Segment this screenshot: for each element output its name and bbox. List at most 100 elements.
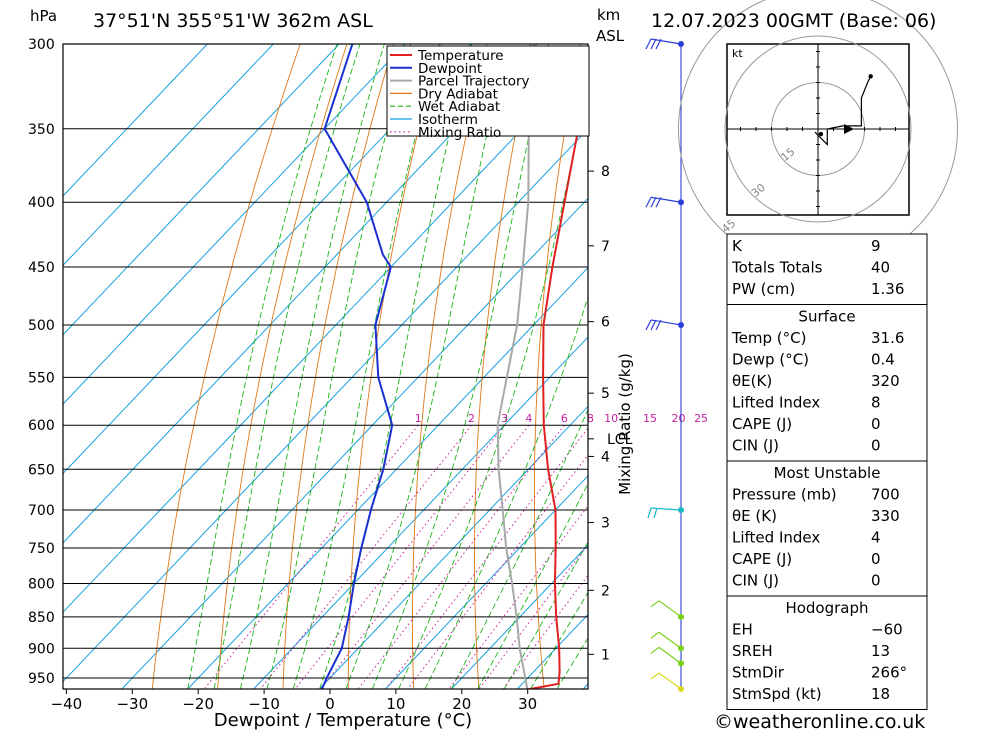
pressure-tick-label: 750 xyxy=(28,541,55,557)
barb-feather xyxy=(653,507,658,519)
legend-label: Wet Adiabat xyxy=(418,99,500,115)
index-label: Lifted Index xyxy=(732,394,820,412)
wet-adiabat-line xyxy=(292,44,440,689)
wind-barb xyxy=(645,38,682,50)
pressure-tick-label: 950 xyxy=(28,671,55,687)
barb-staff xyxy=(658,672,682,690)
index-label: StmSpd (kt) xyxy=(732,685,822,703)
surface-indices-box xyxy=(726,304,928,462)
pressure-tick-label: 700 xyxy=(28,503,55,519)
parcel-trajectory-line xyxy=(496,44,532,689)
mixing-ratio-axis-title: Mixing Ratio (g/kg) xyxy=(616,353,634,495)
isotherm-line xyxy=(63,44,208,197)
isotherm-line xyxy=(450,544,588,689)
index-value: 700 xyxy=(871,486,900,504)
isotherm-line xyxy=(253,336,588,689)
barb-feather xyxy=(645,38,652,50)
mixing-ratio-label: 6 xyxy=(561,412,568,425)
wet-adiabat-line xyxy=(345,44,508,689)
mixing-ratio-label: 25 xyxy=(694,412,708,425)
index-label: Pressure (mb) xyxy=(732,486,837,504)
index-label: θE(K) xyxy=(732,372,772,390)
x-axis-title: Dewpoint / Temperature (°C) xyxy=(214,710,472,731)
isotherm-line xyxy=(385,475,588,689)
index-value: 0 xyxy=(871,572,881,590)
mixing-ratio-line xyxy=(448,505,588,689)
mixing-ratio-label: 1 xyxy=(415,412,422,425)
isotherm-line xyxy=(63,58,588,613)
index-label: PW (cm) xyxy=(732,280,795,298)
pressure-unit-label: hPa xyxy=(30,7,57,25)
mixing-ratio-line xyxy=(358,424,565,689)
hodograph-indices-box xyxy=(726,595,928,710)
wind-barb xyxy=(650,631,682,649)
mixing-ratio-line xyxy=(320,424,530,689)
x-tick-label: 10 xyxy=(386,695,405,713)
isotherm-line xyxy=(63,44,340,336)
pressure-tick-label: 550 xyxy=(28,370,55,386)
height-tick-label: 6 xyxy=(601,315,610,331)
index-label: CIN (J) xyxy=(732,572,779,590)
pressure-tick-label: 400 xyxy=(28,195,55,211)
temperature-line xyxy=(527,78,588,689)
x-tick-label: −10 xyxy=(248,695,280,713)
barb-feather xyxy=(650,631,660,639)
barb-feather xyxy=(655,196,662,208)
barb-feather xyxy=(650,646,660,654)
index-label: Dewp (°C) xyxy=(732,351,809,369)
isotherm-line xyxy=(319,405,588,689)
wet-adiabat-line xyxy=(319,44,472,689)
wind-barb xyxy=(645,319,682,331)
height-tick-label: 3 xyxy=(601,515,610,531)
wind-barb xyxy=(650,600,682,618)
legend-label: Parcel Trajectory xyxy=(418,74,530,90)
isotherm-line xyxy=(63,44,538,544)
mixing-ratio-line xyxy=(479,543,588,689)
storm-motion-arrow xyxy=(844,124,854,134)
isotherm-line xyxy=(63,44,274,267)
wind-profile xyxy=(645,38,684,692)
x-tick-label: 30 xyxy=(518,695,537,713)
wet-adiabat-line xyxy=(266,44,412,689)
lcl-label: LCL xyxy=(607,432,633,448)
barb-feather xyxy=(655,38,662,50)
mixing-ratio-label: 4 xyxy=(525,412,532,425)
barb-feather xyxy=(650,38,657,50)
legend-label: Isotherm xyxy=(418,112,478,128)
pressure-tick-label: 850 xyxy=(28,610,55,626)
wet-adiabat-line xyxy=(424,295,588,689)
dry-adiabat-line xyxy=(954,44,1000,689)
index-value: 0 xyxy=(871,437,881,455)
height-tick-label: 4 xyxy=(601,449,610,465)
dry-adiabat-line xyxy=(649,44,675,689)
mixing-ratio-label: 3 xyxy=(501,412,508,425)
mixing-ratio-line xyxy=(204,424,419,689)
wind-barb xyxy=(650,646,682,664)
surface-indices-title: Surface xyxy=(798,308,855,326)
hodograph-point xyxy=(818,131,824,137)
mixing-ratio-line xyxy=(407,454,588,689)
hodograph-point xyxy=(868,74,873,79)
height-unit-km: km xyxy=(597,6,620,24)
height-tick-label: 7 xyxy=(601,239,610,255)
barb-staff xyxy=(658,631,682,649)
hodograph-unit-label: kt xyxy=(732,47,743,60)
background-lines xyxy=(63,44,1000,689)
wind-barb xyxy=(647,507,682,519)
location-title: 37°51'N 355°51'W 362m ASL xyxy=(93,10,373,32)
pressure-tick-label: 450 xyxy=(28,260,55,276)
index-value: 4 xyxy=(871,529,881,547)
dry-adiabat-line xyxy=(151,44,301,689)
index-label: Totals Totals xyxy=(731,259,823,277)
dry-adiabat-line xyxy=(533,44,581,689)
wet-adiabat-line xyxy=(398,80,588,689)
index-value: 320 xyxy=(871,372,900,390)
barb-feather xyxy=(645,196,652,208)
dry-adiabat-line xyxy=(347,44,441,689)
mixing-ratio-line xyxy=(295,424,505,689)
x-tick-label: 0 xyxy=(325,695,335,713)
wet-adiabat-line xyxy=(187,44,338,689)
pressure-tick-label: 800 xyxy=(28,576,55,592)
wet-adiabat-line xyxy=(213,44,361,689)
